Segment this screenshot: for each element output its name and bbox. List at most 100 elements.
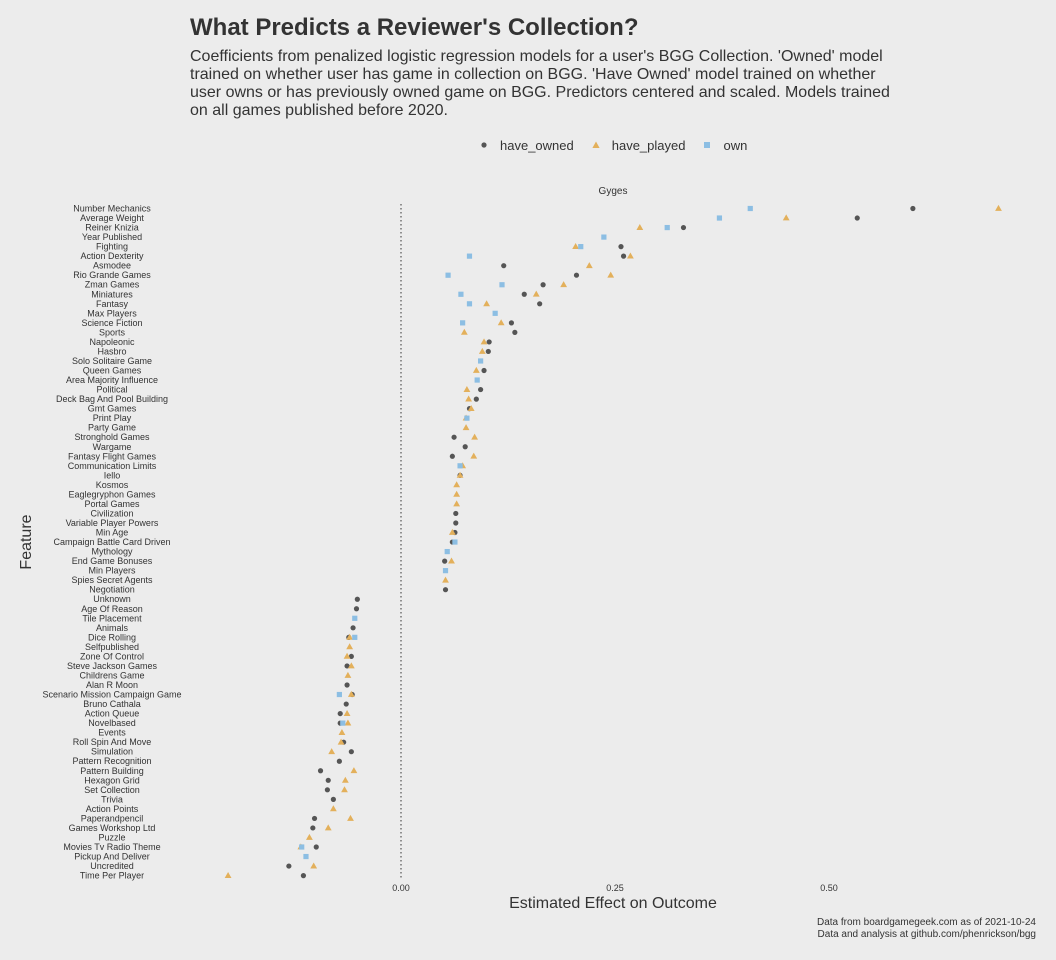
point-own [352, 634, 358, 640]
point-own [442, 568, 449, 574]
point-have-played [456, 471, 464, 478]
y-tick-label: Min Age [96, 528, 129, 538]
point-have-owned [310, 825, 316, 831]
y-tick-label: Action Points [86, 804, 139, 814]
point-have-played [782, 214, 790, 221]
point-have-played [497, 319, 505, 326]
y-tick-label: Time Per Player [80, 871, 144, 881]
y-tick-label: Uncredited [90, 861, 134, 871]
y-tick-label: Negotiation [89, 585, 135, 595]
y-tick-label: Mythology [91, 547, 133, 557]
point-own [464, 415, 470, 421]
y-tick-label: Average Weight [80, 213, 144, 223]
caption-line: Data and analysis at github.com/phenrick… [817, 929, 1036, 940]
point-have-owned [473, 396, 479, 402]
y-tick-label: Area Majority Influence [66, 375, 158, 385]
point-own [444, 548, 450, 555]
point-have-owned [501, 263, 507, 269]
point-have-played [343, 652, 351, 659]
y-tick-label: Events [98, 728, 126, 738]
point-have-played [448, 528, 456, 535]
caption: Data from boardgamegeek.com as of 2021-1… [817, 917, 1036, 941]
y-tick-label: Miniatures [91, 289, 133, 299]
point-have-owned [540, 282, 546, 288]
y-tick-label: Selfpublished [85, 642, 139, 652]
facet-panel-title: Gyges [599, 186, 628, 197]
point-have-played [460, 328, 468, 335]
y-tick-label: Zone Of Control [80, 651, 144, 661]
y-tick-label: Steve Jackson Games [67, 661, 158, 671]
y-tick-label: Puzzle [98, 832, 125, 842]
point-have-owned [344, 682, 350, 688]
point-own [499, 282, 505, 288]
y-tick-label: End Game Bonuses [72, 556, 153, 566]
point-have-played [343, 709, 351, 716]
legend-item-have-played: have_played [592, 137, 686, 153]
y-tick-label: Action Queue [85, 709, 140, 719]
point-own [474, 377, 480, 383]
y-tick-label: Set Collection [84, 785, 140, 795]
point-have-owned [300, 873, 307, 879]
point-have-played [463, 385, 471, 392]
y-tick-label: Variable Player Powers [66, 518, 159, 528]
point-have-owned [344, 663, 350, 669]
y-tick-label: Alan R Moon [86, 680, 138, 690]
legend-item-own: own [703, 138, 747, 153]
point-have-played [483, 300, 490, 307]
x-tick-label: 0.50 [820, 883, 838, 893]
y-tick-label: Simulation [91, 747, 133, 757]
legend-label: own [723, 137, 748, 153]
point-have-played [462, 424, 470, 431]
y-tick-label: Number Mechanics [73, 204, 151, 214]
y-tick-label: Hexagon Grid [84, 775, 140, 785]
legend-marker-square [704, 142, 711, 148]
point-have-played [344, 671, 352, 678]
data-points [224, 204, 1002, 879]
x-tick-label: 0.00 [392, 883, 410, 893]
y-tick-label: Deck Bag And Pool Building [56, 394, 168, 404]
y-tick-label: Max Players [87, 308, 137, 318]
point-own [466, 301, 473, 307]
y-tick-label: Dice Rolling [88, 632, 136, 642]
point-have-owned [451, 434, 457, 440]
point-have-owned [453, 520, 459, 526]
point-have-played [338, 729, 346, 736]
point-own [303, 853, 309, 860]
point-have-owned [354, 596, 360, 602]
point-have-played [471, 433, 479, 440]
y-tick-label: Gmt Games [88, 404, 137, 414]
x-axis-title: Estimated Effect on Outcome [509, 895, 717, 912]
point-have-played [337, 738, 345, 745]
point-have-owned [508, 320, 515, 326]
y-tick-label: Roll Spin And Move [73, 737, 152, 747]
y-tick-label: Iello [104, 470, 121, 480]
point-own [466, 253, 473, 259]
point-have-played [347, 814, 354, 821]
legend-label: have_owned [500, 137, 574, 153]
legend-marker-circle [481, 142, 487, 148]
point-have-owned [486, 339, 492, 345]
point-have-owned [343, 701, 349, 707]
point-have-owned [313, 844, 319, 850]
point-have-owned [453, 510, 459, 517]
point-have-played [995, 204, 1002, 211]
point-have-played [467, 405, 475, 412]
point-have-played [465, 395, 473, 402]
point-have-played [607, 271, 615, 278]
point-have-played [324, 824, 332, 831]
y-tick-label: Movies Tv Radio Theme [63, 842, 160, 852]
point-have-played [329, 805, 337, 812]
point-own [457, 463, 463, 469]
y-tick-label: Eaglegryphon Games [68, 489, 156, 499]
point-own [601, 234, 607, 240]
point-have-played [350, 767, 358, 774]
point-have-owned [537, 301, 543, 307]
y-tick-label: Napoleonic [89, 337, 135, 347]
point-own [747, 205, 753, 212]
legend-label: have_played [611, 137, 686, 153]
y-tick-label: Communication Limits [68, 461, 157, 471]
point-have-owned [311, 815, 318, 822]
point-have-played [224, 872, 232, 878]
